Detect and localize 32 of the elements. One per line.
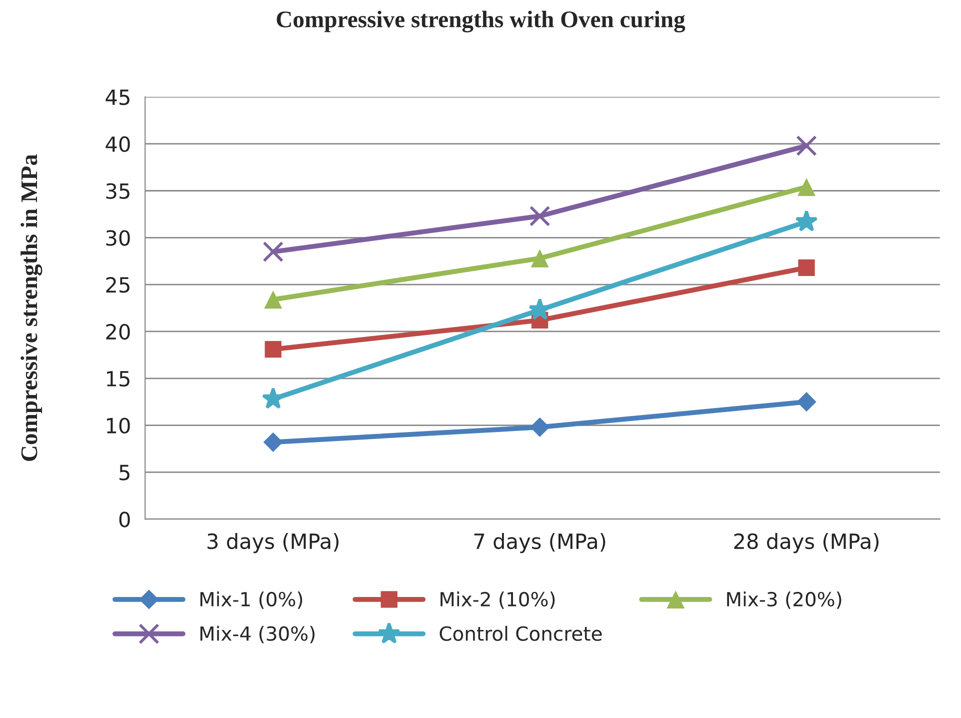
legend-label: Control Concrete [440,626,602,641]
legend-label: Mix-3 (20%) [727,592,842,609]
y-tick-label: 35 [106,183,130,199]
x-tick-label: 7 days (MPa) [474,533,606,554]
point [795,210,818,232]
y-tick-label: 30 [106,230,130,246]
x-tick-label: 3 days (MPa) [208,533,338,554]
point [798,259,815,276]
y-tick-label: 10 [107,418,130,434]
legend-label: Mix-2 (10%) [440,592,555,609]
y-tick-label: 15 [107,371,130,387]
legend-label: Mix-4 (30%) [200,626,315,644]
point [264,290,282,309]
y-tick-label: 40 [106,136,130,152]
point [797,178,816,196]
point [796,392,816,412]
point [530,249,549,268]
point [796,135,817,156]
y-tick-label: 45 [106,90,130,106]
y-tick-label: 25 [106,277,130,293]
point [530,417,550,437]
x-tick-label: 28 days (MPa) [734,533,878,554]
point [264,340,282,358]
legend-label: Mix-1 (0%) [200,592,302,609]
point [529,206,550,226]
y-axis-title: Compressive strengths in MPa [20,154,42,461]
y-tick-label: 0 [119,512,130,528]
y-tick-label: 20 [106,324,130,340]
point [262,241,284,262]
y-tick-label: 5 [120,464,130,480]
point [263,432,283,452]
chart-title: Compressive strengths with Oven curing [276,10,686,32]
